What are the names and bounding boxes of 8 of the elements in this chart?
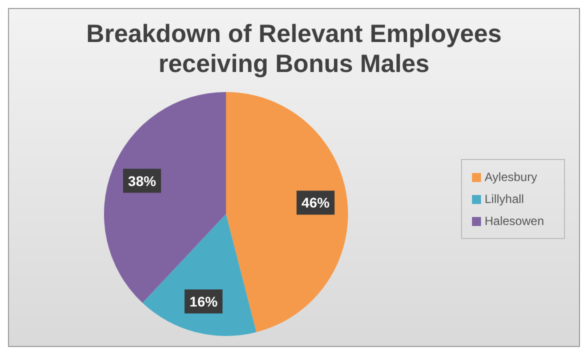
chart-title: Breakdown of Relevant Employees receiving Bonus Males (85, 19, 503, 79)
legend-label: Halesowen (484, 214, 544, 228)
legend-label: Lillyhall (484, 192, 524, 206)
legend-label: Aylesbury (484, 170, 538, 184)
data-label: 38% (128, 172, 157, 189)
data-label: 16% (190, 293, 218, 310)
pie-slice (226, 92, 348, 332)
data-label: 46% (302, 194, 330, 211)
